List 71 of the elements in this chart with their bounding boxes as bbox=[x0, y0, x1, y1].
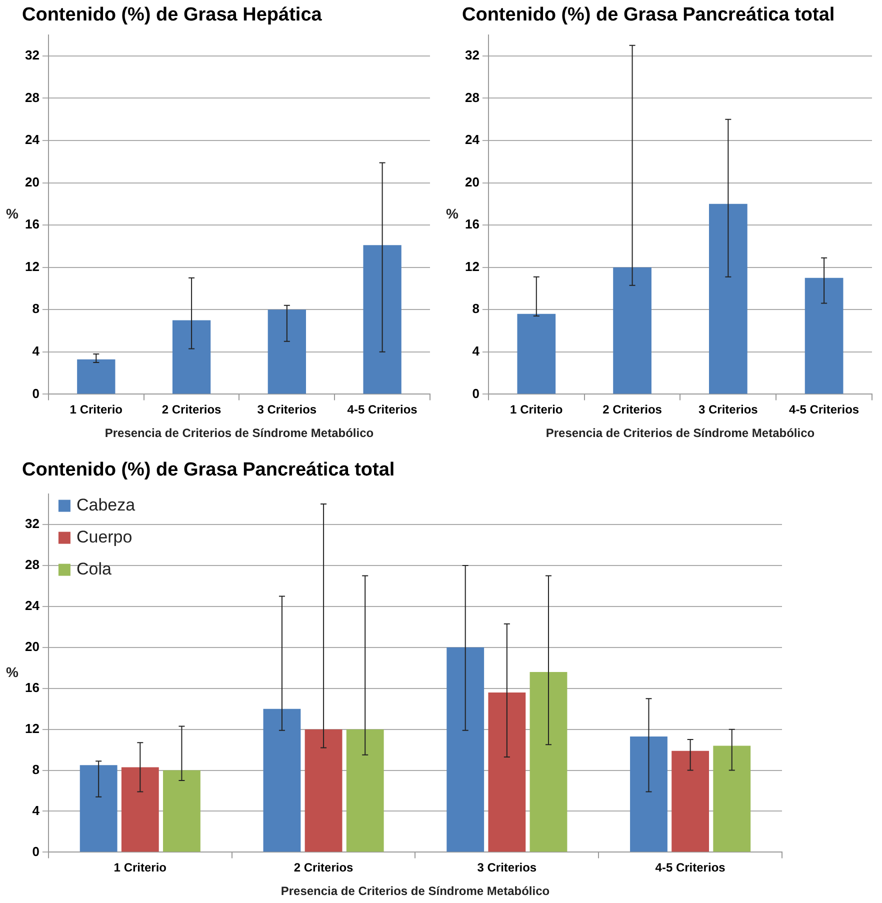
x-axis-title: Presencia de Criterios de Síndrome Metabólico bbox=[546, 426, 815, 440]
bar bbox=[346, 729, 384, 852]
chart-title: Contenido (%) de Grasa Hepática bbox=[22, 4, 322, 26]
y-tick-label: 4 bbox=[32, 343, 40, 358]
y-tick-label: 24 bbox=[464, 132, 480, 148]
y-axis-title: % bbox=[6, 205, 19, 222]
bar bbox=[77, 359, 116, 394]
y-tick-label: 12 bbox=[24, 720, 40, 736]
bar bbox=[630, 736, 668, 852]
y-tick-label: 24 bbox=[24, 598, 40, 614]
y-tick-label: 28 bbox=[24, 557, 40, 572]
y-tick-label: 4 bbox=[32, 802, 40, 818]
y-tick-label: 16 bbox=[24, 680, 40, 695]
y-tick-label: 0 bbox=[472, 386, 480, 401]
y-tick-label: 4 bbox=[472, 343, 480, 358]
y-tick-label: 24 bbox=[24, 132, 40, 148]
legend-label: Cuerpo bbox=[76, 527, 132, 546]
y-tick-label: 8 bbox=[32, 301, 40, 316]
x-axis-title: Presencia de Criterios de Síndrome Metabólico bbox=[104, 426, 374, 440]
x-tick-label: 2 Criterios bbox=[162, 402, 222, 417]
y-tick-label: 20 bbox=[464, 174, 480, 190]
x-tick-label: 3 Criterios bbox=[257, 402, 317, 417]
y-tick-label: 32 bbox=[464, 48, 480, 63]
chart-title: Contenido (%) de Grasa Pancreática total bbox=[462, 4, 835, 26]
y-tick-label: 0 bbox=[32, 844, 40, 859]
x-tick-label: 1 Criterio bbox=[114, 860, 166, 875]
bar bbox=[363, 245, 402, 394]
y-tick-label: 16 bbox=[24, 216, 40, 232]
y-axis-title: % bbox=[6, 664, 19, 680]
y-tick-label: 12 bbox=[464, 258, 480, 274]
bar bbox=[304, 729, 342, 852]
x-tick-label: 2 Criterios bbox=[294, 860, 354, 875]
x-tick-label: 3 Criterios bbox=[477, 860, 537, 875]
legend-label: Cola bbox=[76, 559, 112, 578]
bar bbox=[708, 204, 748, 394]
y-axis-title: % bbox=[446, 205, 459, 222]
bar bbox=[713, 746, 751, 852]
bar bbox=[446, 647, 484, 852]
y-tick-label: 8 bbox=[472, 301, 480, 316]
bar bbox=[263, 708, 301, 852]
y-tick-label: 0 bbox=[32, 386, 40, 401]
bar bbox=[268, 310, 306, 394]
bar bbox=[804, 278, 844, 394]
bar bbox=[672, 750, 710, 852]
bar bbox=[517, 314, 556, 394]
x-tick-label: 4-5 Criterios bbox=[789, 402, 860, 417]
y-tick-label: 32 bbox=[24, 516, 40, 532]
y-tick-label: 8 bbox=[32, 762, 40, 777]
x-tick-label: 3 Criterios bbox=[698, 402, 758, 417]
x-axis-title: Presencia de Criterios de Síndrome Metabólico bbox=[280, 884, 550, 898]
chart-title: Contenido (%) de Grasa Pancreática total bbox=[22, 460, 395, 481]
x-tick-label: 2 Criterios bbox=[602, 402, 662, 417]
y-tick-label: 12 bbox=[24, 258, 40, 274]
x-tick-label: 1 Criterio bbox=[70, 402, 122, 417]
y-tick-label: 32 bbox=[24, 48, 40, 63]
y-tick-label: 20 bbox=[24, 174, 40, 190]
bar bbox=[172, 320, 211, 394]
x-tick-label: 4-5 Criterios bbox=[347, 402, 418, 417]
y-tick-label: 28 bbox=[24, 90, 40, 105]
bar bbox=[121, 767, 159, 852]
bar bbox=[613, 267, 652, 394]
bar bbox=[80, 765, 118, 852]
legend-label: Cabeza bbox=[76, 495, 136, 514]
x-tick-label: 1 Criterio bbox=[510, 402, 563, 417]
bar bbox=[163, 770, 200, 852]
bar bbox=[530, 672, 568, 852]
y-tick-label: 20 bbox=[24, 638, 40, 654]
y-tick-label: 16 bbox=[464, 216, 480, 232]
x-tick-label: 4-5 Criterios bbox=[655, 860, 726, 875]
y-tick-label: 28 bbox=[464, 90, 480, 105]
bar bbox=[488, 692, 526, 852]
